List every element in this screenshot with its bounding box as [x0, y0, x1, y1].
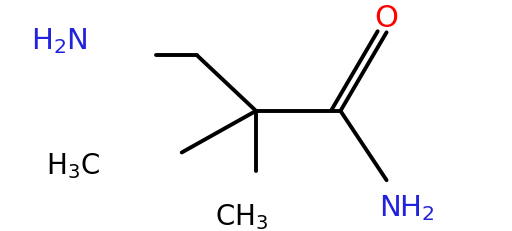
- Text: NH$_2$: NH$_2$: [379, 193, 435, 223]
- Text: H$_3$C: H$_3$C: [46, 151, 100, 181]
- Text: O: O: [375, 4, 398, 33]
- Text: H$_2$N: H$_2$N: [31, 27, 88, 57]
- Text: CH$_3$: CH$_3$: [215, 202, 268, 231]
